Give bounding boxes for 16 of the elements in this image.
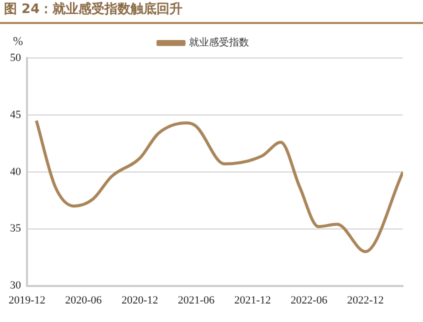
y-tick-label: 50: [10, 52, 22, 64]
legend-label: 就业感受指数: [189, 36, 249, 49]
y-tick-label: 40: [10, 166, 22, 178]
x-tick-label: 2022-12: [347, 294, 384, 306]
x-tick-label: 2022-06: [290, 294, 328, 306]
x-tick-label: 2020-12: [121, 294, 158, 306]
y-axis-title: %: [13, 34, 23, 48]
x-tick-label: 2020-06: [65, 294, 102, 306]
y-tick-label: 45: [10, 108, 22, 121]
y-tick-label: 30: [10, 280, 22, 292]
x-tick-label: 2019-12: [8, 294, 46, 306]
y-tick-label: 35: [10, 222, 22, 235]
chart-title: 图 24：就业感受指数触底回升: [0, 0, 423, 24]
line-series: [34, 119, 403, 254]
x-tick-label: 2021-12: [234, 294, 271, 306]
x-tick-label: 2021-06: [178, 294, 216, 306]
